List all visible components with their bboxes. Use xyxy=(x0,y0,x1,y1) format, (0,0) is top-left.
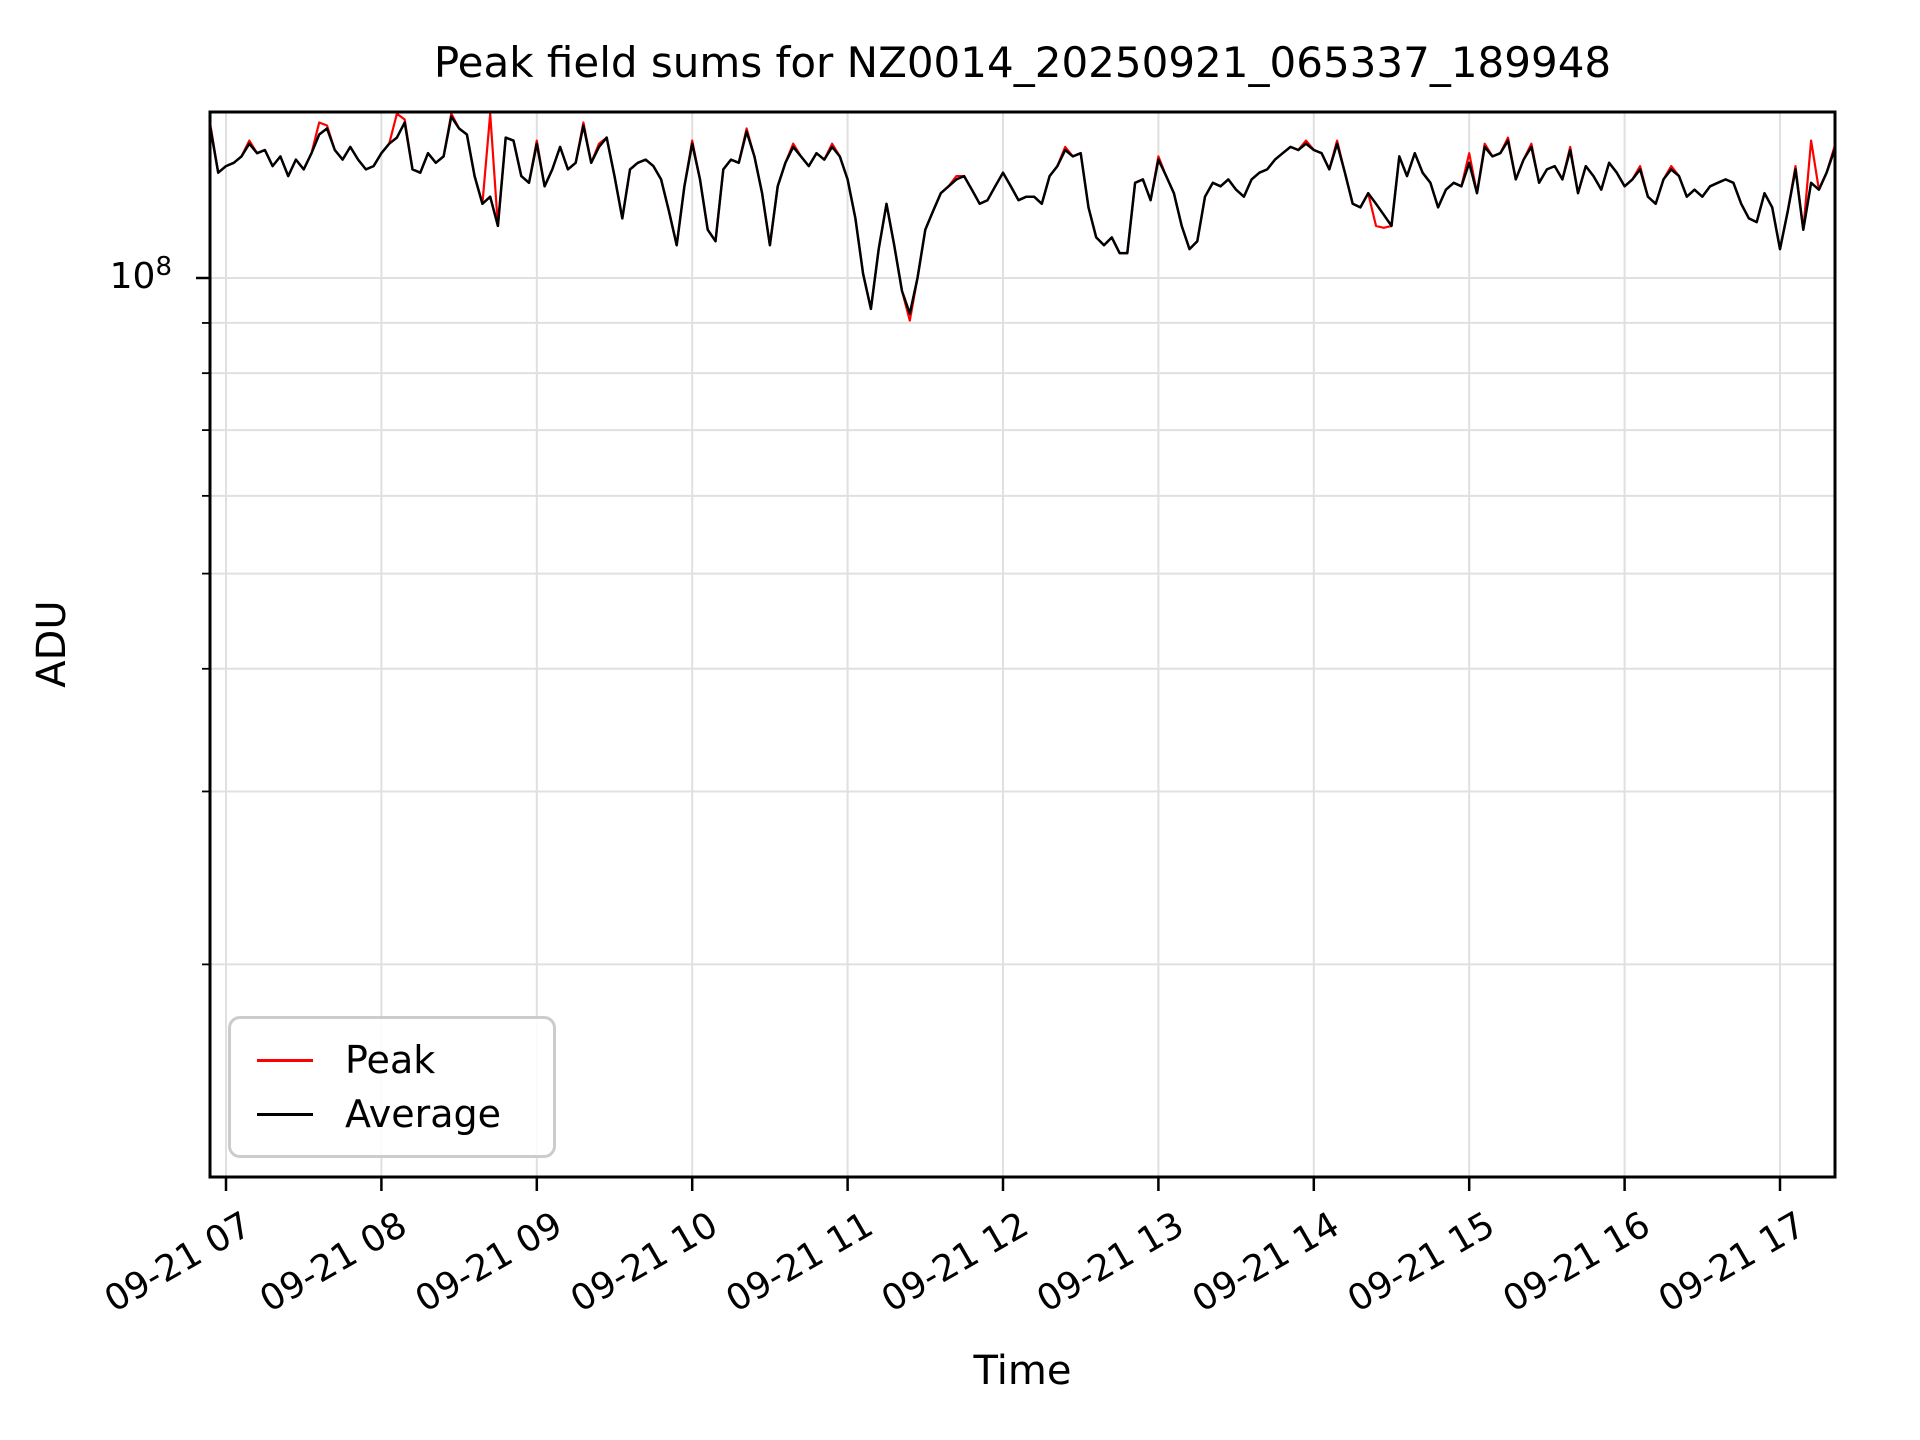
average-series-line xyxy=(210,115,1835,315)
x-tick-label: 09-21 09 xyxy=(409,1204,570,1320)
x-tick-label: 09-21 14 xyxy=(1186,1204,1347,1320)
x-tick-label: 09-21 13 xyxy=(1030,1204,1191,1320)
x-axis-label: Time xyxy=(973,1348,1072,1394)
x-tick-label: 09-21 07 xyxy=(98,1204,259,1320)
peak-line-sample xyxy=(257,1058,313,1062)
x-tick-label: 09-21 12 xyxy=(875,1204,1036,1320)
x-tick-label: 09-21 15 xyxy=(1341,1204,1502,1320)
x-tick-label: 09-21 17 xyxy=(1652,1204,1813,1320)
y-tick-mantissa: 10 xyxy=(109,256,156,297)
y-tick-label: 108 xyxy=(70,252,172,297)
x-tick-label: 09-21 16 xyxy=(1496,1204,1657,1320)
axis-ticks xyxy=(196,276,1782,1191)
x-tick-label: 09-21 10 xyxy=(564,1204,725,1320)
y-tick-exponent: 8 xyxy=(155,252,172,282)
legend-label-average: Average xyxy=(345,1092,502,1136)
chart-title: Peak field sums for NZ0014_20250921_0653… xyxy=(433,38,1612,87)
x-tick-label: 09-21 08 xyxy=(253,1204,414,1320)
legend: Peak Average xyxy=(228,1016,556,1158)
gridlines xyxy=(210,112,1835,1177)
legend-label-peak: Peak xyxy=(345,1038,436,1082)
legend-entry-peak: Peak xyxy=(231,1041,553,1079)
peak-series-line xyxy=(210,112,1835,322)
plot-border xyxy=(208,110,1837,1179)
legend-entry-average: Average xyxy=(231,1095,553,1133)
x-tick-label: 09-21 11 xyxy=(719,1204,880,1320)
series-group xyxy=(210,112,1835,322)
average-line-sample xyxy=(257,1112,313,1116)
